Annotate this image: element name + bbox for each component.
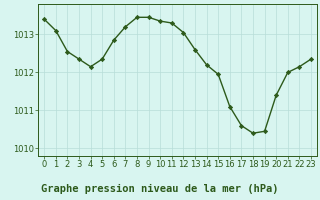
- Text: Graphe pression niveau de la mer (hPa): Graphe pression niveau de la mer (hPa): [41, 184, 279, 194]
